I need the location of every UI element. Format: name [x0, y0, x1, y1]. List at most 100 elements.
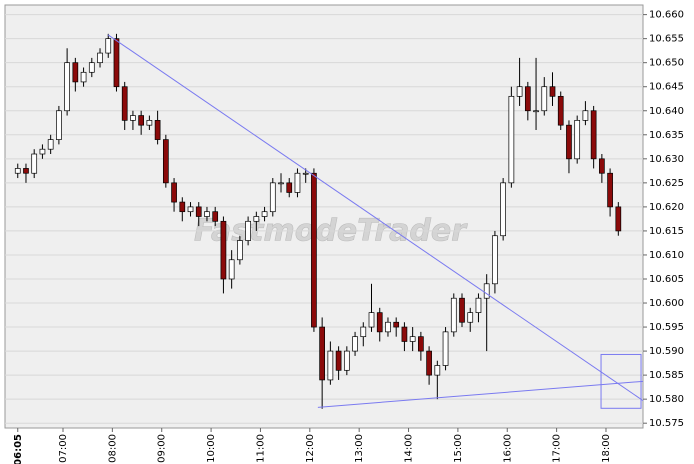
candle-body	[278, 182, 284, 185]
y-tick-label: 10.585	[649, 370, 684, 381]
candle-body	[311, 172, 317, 328]
y-tick-label: 10.575	[649, 418, 684, 429]
candle-body	[253, 216, 260, 222]
candle-body	[162, 139, 169, 184]
candle-body	[434, 365, 441, 376]
candle-body	[105, 38, 112, 54]
candle-body	[245, 220, 251, 241]
x-tick-label: 14:00	[404, 434, 415, 463]
x-tick-label: 12:00	[305, 434, 316, 463]
candle-body	[130, 115, 136, 121]
y-tick-label: 10.645	[649, 82, 684, 93]
candle-body	[418, 336, 424, 352]
candle-body	[171, 182, 177, 203]
candle-body	[582, 110, 589, 121]
candle-body	[47, 139, 54, 150]
candle-body	[146, 120, 153, 126]
candle-body	[294, 172, 301, 193]
y-tick-label: 10.600	[649, 298, 684, 309]
candle-body	[574, 120, 581, 160]
candle-body	[88, 62, 95, 73]
y-tick-label: 10.580	[649, 394, 684, 405]
candle-body	[426, 350, 432, 376]
candle-body	[557, 95, 564, 126]
candle-body	[261, 211, 268, 217]
y-tick-label: 10.595	[649, 322, 684, 333]
candle-body	[237, 240, 243, 261]
candle-body	[524, 86, 531, 112]
candle-body	[64, 62, 70, 112]
candle-body	[31, 153, 38, 174]
candle-body	[154, 120, 161, 140]
candle-body	[72, 62, 79, 83]
candle-body	[138, 115, 145, 126]
candle-body	[319, 326, 325, 381]
y-tick-label: 10.605	[649, 274, 684, 285]
y-tick-label: 10.610	[649, 250, 684, 261]
y-tick-label: 10.650	[649, 58, 684, 69]
candle-body	[590, 110, 597, 160]
y-tick-label: 10.660	[649, 10, 684, 21]
trend-line	[107, 34, 644, 402]
candle-body	[376, 312, 383, 333]
candle-body	[352, 336, 358, 352]
candle-body	[516, 86, 523, 97]
candle-body	[302, 172, 309, 175]
candle-body	[179, 201, 186, 213]
candle-body	[533, 110, 539, 113]
x-tick-label: 06:05	[13, 434, 24, 464]
y-tick-label: 10.635	[649, 130, 684, 141]
candle-body	[615, 206, 622, 232]
candle-body	[467, 312, 474, 323]
y-tick-label: 10.640	[649, 106, 684, 117]
candle-body	[39, 148, 46, 155]
candle-body	[385, 321, 391, 333]
candle-body	[80, 71, 87, 83]
x-tick-label: 17:00	[552, 434, 563, 463]
y-tick-label: 10.620	[649, 202, 684, 213]
candle-body	[508, 95, 515, 184]
candle-body	[204, 211, 210, 217]
y-tick-label: 10.630	[649, 154, 684, 165]
candle-body	[459, 297, 465, 323]
y-tick-label: 10.590	[649, 346, 684, 357]
x-tick-label: 09:00	[157, 434, 168, 463]
candle-body	[450, 297, 457, 333]
candle-body	[541, 86, 548, 112]
x-tick-label: 08:00	[107, 434, 118, 463]
candle-body	[475, 297, 482, 313]
y-tick-label: 10.615	[649, 226, 684, 237]
trend-line	[317, 380, 644, 408]
x-tick-label: 13:00	[354, 434, 365, 463]
x-tick-label: 16:00	[502, 434, 513, 463]
annotation-box	[600, 353, 642, 409]
candle-body	[343, 350, 350, 371]
candle-body	[14, 168, 21, 174]
y-tick-label: 10.655	[649, 34, 684, 45]
candle-body	[368, 312, 375, 328]
x-tick-label: 15:00	[453, 434, 464, 463]
candle-body	[360, 326, 367, 338]
candle-body	[483, 283, 490, 299]
candle-body	[327, 350, 334, 381]
candle-body	[409, 336, 416, 342]
candle-body	[500, 182, 506, 237]
candle-body	[442, 331, 449, 366]
candle-body	[220, 220, 227, 280]
candle-body	[195, 206, 202, 217]
candle-body	[212, 211, 219, 222]
candle-body	[269, 182, 276, 213]
candle-body	[121, 86, 128, 121]
candle-body	[566, 124, 572, 160]
candle-body	[113, 38, 120, 88]
x-tick-label: 18:00	[601, 434, 612, 463]
y-tick-label: 10.625	[649, 178, 684, 189]
x-tick-label: 10:00	[206, 434, 217, 463]
candle-body	[286, 182, 293, 193]
x-tick-label: 11:00	[255, 434, 266, 463]
x-tick-label: 07:00	[58, 434, 69, 463]
candle-body	[393, 321, 400, 328]
candle-body	[97, 52, 103, 64]
candle-body	[492, 235, 498, 285]
